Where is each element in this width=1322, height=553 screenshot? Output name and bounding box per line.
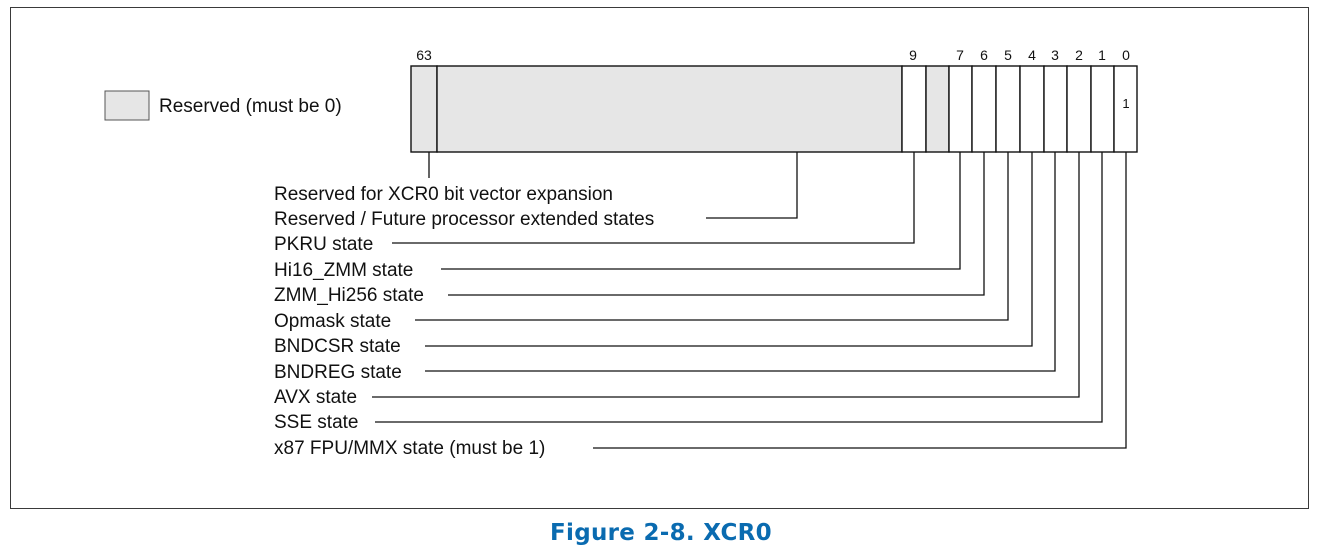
bit-number: 7 [956, 47, 964, 63]
bit-number: 2 [1075, 47, 1083, 63]
cell-bit4 [1019, 65, 1045, 153]
cell-bit7 [948, 65, 973, 153]
register-cells [410, 65, 1138, 153]
leader-avx [372, 152, 1080, 398]
cell-bit6 [971, 65, 997, 153]
leader-reserved-future [706, 152, 798, 219]
leader-opmask [415, 152, 1009, 321]
cell-bit5 [995, 65, 1021, 153]
cell-bits-reserved [436, 65, 903, 153]
field-label-bndcsr: BNDCSR state [274, 336, 401, 357]
bit-number: 1 [1098, 47, 1106, 63]
legend-label: Reserved (must be 0) [159, 96, 342, 117]
cell-bit9 [901, 65, 927, 153]
bit-number: 4 [1028, 47, 1036, 63]
cell-bit8 [925, 65, 950, 153]
bit-number: 3 [1051, 47, 1059, 63]
bit-numbers: 63 9 7 6 5 4 3 2 1 0 [416, 47, 1130, 63]
field-label-reserved-future: Reserved / Future processor extended sta… [274, 209, 654, 230]
bit-number: 6 [980, 47, 988, 63]
cell-bit2 [1066, 65, 1092, 153]
leader-zmm-hi256 [448, 152, 985, 296]
field-label-zmm-hi256: ZMM_Hi256 state [274, 285, 424, 306]
figure-caption: Figure 2-8. XCR0 [550, 520, 772, 546]
field-label-reserved-expansion: Reserved for XCR0 bit vector expansion [274, 184, 613, 205]
field-label-x87: x87 FPU/MMX state (must be 1) [274, 438, 545, 459]
field-label-bndreg: BNDREG state [274, 362, 402, 383]
cell-bit1 [1090, 65, 1115, 153]
leader-sse [375, 152, 1103, 423]
leader-pkru [392, 152, 915, 244]
field-label-sse: SSE state [274, 412, 359, 433]
field-label-pkru: PKRU state [274, 234, 373, 255]
bit-number: 63 [416, 47, 432, 63]
field-labels: Reserved for XCR0 bit vector expansion R… [274, 184, 654, 459]
cell-bit3 [1043, 65, 1068, 153]
bit-number: 5 [1004, 47, 1012, 63]
leader-hi16-zmm [441, 152, 961, 270]
bit-number: 9 [909, 47, 917, 63]
leader-x87 [593, 152, 1127, 449]
leader-lines [372, 152, 1127, 449]
field-label-opmask: Opmask state [274, 311, 391, 332]
legend-swatch [104, 90, 150, 121]
bit0-value: 1 [1122, 96, 1129, 111]
field-label-avx: AVX state [274, 387, 357, 408]
leader-bndcsr [425, 152, 1033, 347]
bit-number: 0 [1122, 47, 1130, 63]
field-label-hi16-zmm: Hi16_ZMM state [274, 260, 413, 281]
cell-bit63 [410, 65, 438, 153]
leader-bndreg [425, 152, 1056, 372]
